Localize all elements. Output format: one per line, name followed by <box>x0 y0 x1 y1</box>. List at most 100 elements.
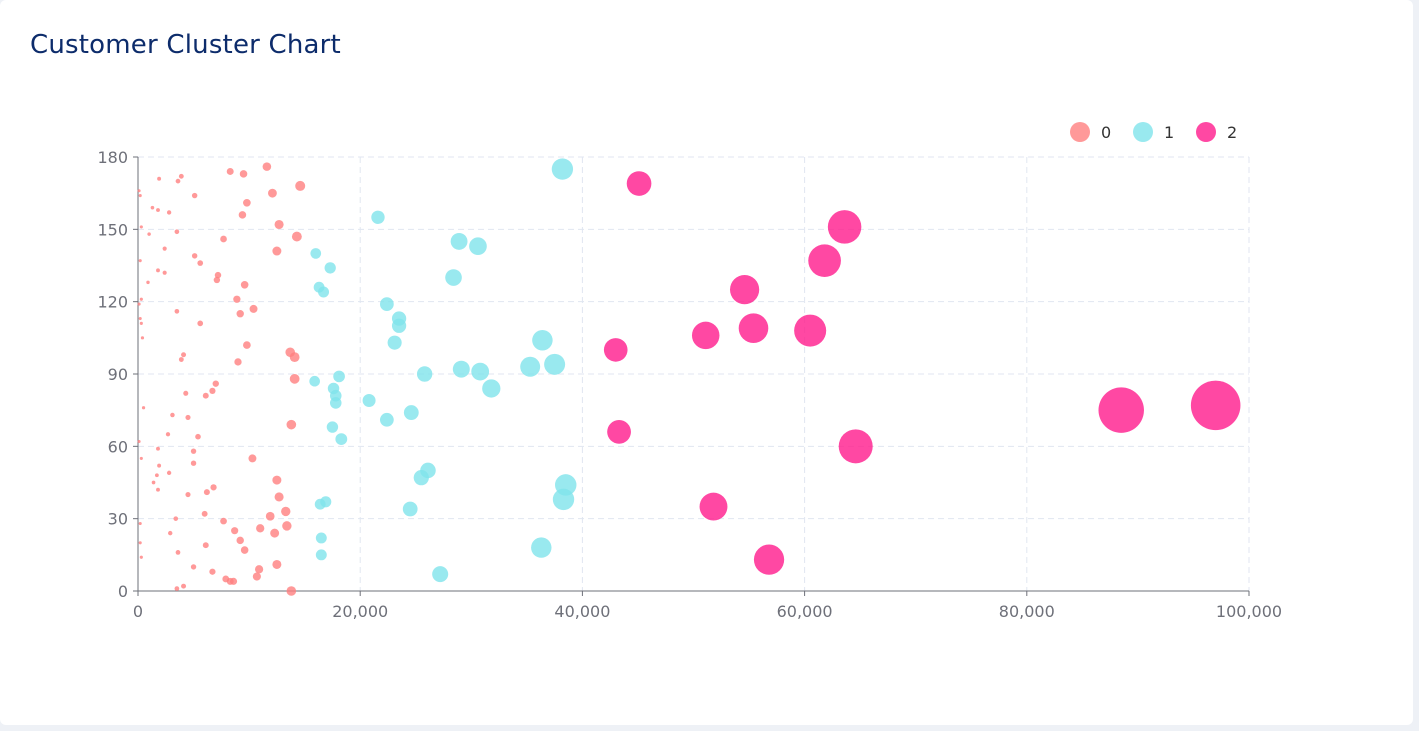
scatter-point-cluster-0 <box>139 456 143 460</box>
scatter-point-cluster-1 <box>320 496 332 508</box>
scatter-point-cluster-0 <box>202 392 209 399</box>
scatter-point-cluster-0 <box>213 276 221 284</box>
x-tick-label: 20,000 <box>332 602 388 621</box>
scatter-point-cluster-0 <box>138 259 142 263</box>
scatter-point-cluster-0 <box>183 390 189 396</box>
scatter-point-cluster-0 <box>156 446 160 451</box>
y-tick-label: 90 <box>108 365 128 384</box>
scatter-point-cluster-0 <box>185 414 191 420</box>
scatter-point-cluster-2 <box>691 321 720 350</box>
scatter-point-cluster-0 <box>272 475 282 485</box>
scatter-point-cluster-0 <box>240 546 249 554</box>
scatter-point-cluster-0 <box>272 246 282 256</box>
scatter-point-cluster-0 <box>191 192 198 199</box>
scatter-point-cluster-0 <box>139 297 143 301</box>
scatter-point-cluster-0 <box>226 577 234 585</box>
scatter-point-cluster-1 <box>544 353 566 375</box>
scatter-point-cluster-1 <box>450 232 468 250</box>
scatter-point-cluster-0 <box>281 506 291 517</box>
scatter-point-cluster-1 <box>333 370 345 383</box>
scatter-point-cluster-0 <box>137 302 141 306</box>
scatter-point-cluster-0 <box>157 176 162 181</box>
scatter-point-cluster-1 <box>315 549 327 561</box>
x-tick-label: 80,000 <box>999 602 1055 621</box>
scatter-point-cluster-0 <box>226 167 234 175</box>
scatter-point-cluster-1 <box>326 421 339 433</box>
scatter-point-cluster-0 <box>233 295 241 303</box>
x-tick-label: 100,000 <box>1216 602 1282 621</box>
scatter-point-cluster-0 <box>150 205 155 210</box>
scatter-point-cluster-0 <box>212 380 219 387</box>
scatter-point-cluster-0 <box>191 253 198 259</box>
scatter-point-cluster-2 <box>699 492 728 521</box>
scatter-point-cluster-1 <box>531 537 552 558</box>
scatter-point-cluster-1 <box>413 470 429 486</box>
scatter-point-cluster-0 <box>195 433 201 440</box>
scatter-point-cluster-2 <box>626 171 652 196</box>
scatter-point-cluster-0 <box>151 480 156 485</box>
scatter-point-cluster-0 <box>231 527 239 535</box>
scatter-point-cluster-1 <box>452 360 470 378</box>
scatter-point-cluster-1 <box>416 366 433 382</box>
y-tick-label: 60 <box>108 437 128 456</box>
scatter-point-cluster-0 <box>190 448 197 454</box>
scatter-point-cluster-0 <box>254 565 264 574</box>
x-tick-label: 0 <box>133 602 143 621</box>
x-tick-label: 40,000 <box>554 602 610 621</box>
scatter-point-cluster-2 <box>808 244 841 278</box>
scatter-point-cluster-1 <box>391 318 407 333</box>
scatter-point-cluster-0 <box>139 555 143 559</box>
scatter-point-cluster-0 <box>197 260 204 266</box>
scatter-point-cluster-1 <box>387 335 402 350</box>
scatter-point-cluster-0 <box>274 219 284 230</box>
scatter-point-cluster-1 <box>403 405 419 420</box>
scatter-point-cluster-0 <box>140 336 145 340</box>
scatter-point-cluster-1 <box>471 362 490 381</box>
scatter-point-cluster-0 <box>147 232 151 236</box>
scatter-point-cluster-0 <box>137 189 141 193</box>
scatter-point-cluster-0 <box>139 225 143 229</box>
scatter-point-cluster-0 <box>252 572 261 581</box>
scatter-point-cluster-0 <box>248 454 257 463</box>
scatter-point-cluster-0 <box>202 542 209 549</box>
page-title: Customer Cluster Chart <box>30 30 341 60</box>
scatter-point-cluster-0 <box>156 487 160 492</box>
scatter-point-cluster-0 <box>234 358 242 366</box>
scatter-point-cluster-0 <box>209 387 216 394</box>
scatter-point-cluster-0 <box>157 463 162 468</box>
scatter-point-cluster-0 <box>240 280 249 289</box>
scatter-point-cluster-0 <box>289 352 300 363</box>
scatter-point-cluster-0 <box>162 246 167 251</box>
scatter-point-cluster-2 <box>827 210 862 244</box>
scatter-point-cluster-0 <box>170 412 175 418</box>
x-tick-label: 60,000 <box>777 602 833 621</box>
scatter-point-cluster-2 <box>730 275 760 305</box>
scatter-point-cluster-0 <box>272 559 282 569</box>
scatter-point-cluster-1 <box>324 262 336 274</box>
scatter-point-cluster-1 <box>310 248 322 259</box>
scatter-point-cluster-1 <box>371 210 385 224</box>
scatter-point-cluster-0 <box>185 491 191 498</box>
scatter-point-cluster-0 <box>174 229 180 235</box>
scatter-point-cluster-0 <box>165 432 171 437</box>
scatter-point-cluster-0 <box>239 170 248 178</box>
scatter-point-cluster-2 <box>753 544 785 575</box>
scatter-point-cluster-0 <box>166 210 172 215</box>
scatter-point-cluster-0 <box>214 271 222 279</box>
scatter-point-cluster-0 <box>236 536 244 545</box>
scatter-point-cluster-1 <box>469 237 487 256</box>
scatter-point-cluster-1 <box>520 356 541 377</box>
scatter-point-cluster-0 <box>154 473 159 478</box>
scatter-point-cluster-0 <box>156 208 160 212</box>
scatter-point-cluster-0 <box>178 357 184 362</box>
scatter-point-cluster-0 <box>175 178 181 184</box>
scatter-point-cluster-2 <box>1098 387 1144 433</box>
scatter-point-cluster-0 <box>197 320 204 327</box>
scatter-point-cluster-0 <box>289 373 300 384</box>
legend-label-2: 2 <box>1227 123 1237 142</box>
scatter-point-cluster-0 <box>141 406 146 410</box>
scatter-point-cluster-1 <box>318 286 330 298</box>
scatter-point-cluster-1 <box>379 297 394 311</box>
scatter-point-cluster-0 <box>138 316 142 321</box>
scatter-point-cluster-0 <box>166 470 172 476</box>
